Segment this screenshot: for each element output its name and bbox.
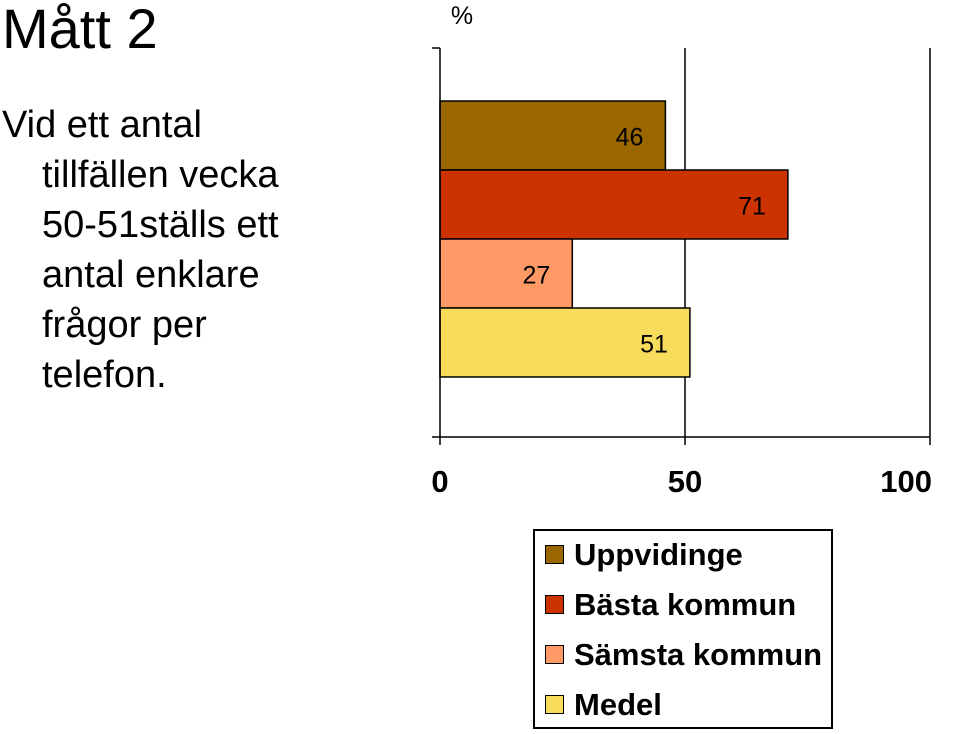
- data-label: 27: [522, 262, 550, 290]
- legend-swatch: [545, 544, 564, 564]
- description-line: antal enklare: [42, 254, 260, 296]
- legend-item-basta-kommun: Bästa kommun: [545, 585, 835, 625]
- legend-label: Uppvidinge: [574, 537, 743, 572]
- bar-chart: 46 71 27 51 0 50 100%: [431, 2, 932, 499]
- legend-item-uppvidinge: Uppvidinge: [545, 535, 835, 575]
- x-tick-label: 100: [880, 464, 932, 499]
- legend-item-samsta-kommun: Sämsta kommun: [545, 635, 835, 675]
- data-label: 51: [640, 331, 668, 359]
- description-line: tillfällen vecka: [42, 154, 279, 196]
- x-tick-label: 50: [668, 464, 702, 499]
- legend-item-medel: Medel: [545, 685, 835, 725]
- legend-label: Sämsta kommun: [574, 637, 823, 672]
- legend-label: Medel: [574, 687, 662, 722]
- bar: [439, 169, 789, 240]
- legend-swatch: [545, 644, 564, 664]
- x-tick-label: 0: [431, 464, 448, 499]
- data-label: 46: [616, 124, 644, 152]
- description-line: frågor per: [42, 304, 207, 346]
- slide-title: Mått 2: [2, 0, 158, 60]
- legend-swatch: [545, 594, 564, 614]
- bar: [439, 238, 574, 309]
- description-line: 50-51ställs ett: [42, 204, 279, 246]
- axis-unit-label: %: [451, 2, 473, 30]
- description-line: Vid ett antal: [2, 104, 203, 146]
- legend-swatch: [545, 694, 564, 714]
- description-line: telefon.: [42, 354, 167, 396]
- data-label: 71: [738, 193, 766, 221]
- slide-description: Vid ett antal tillfällen vecka 50-51stäl…: [2, 100, 279, 400]
- legend-label: Bästa kommun: [574, 587, 797, 622]
- chart-legend: Uppvidinge Bästa kommun Sämsta kommun Me…: [533, 529, 833, 729]
